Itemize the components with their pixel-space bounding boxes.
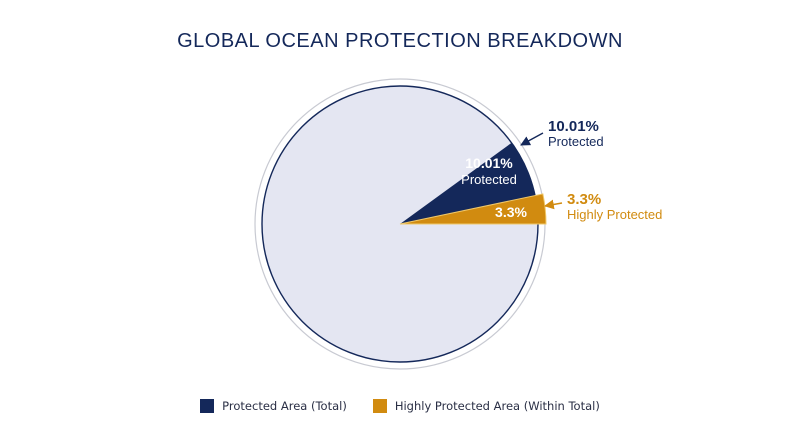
highly-outside-text: Highly Protected bbox=[567, 207, 662, 222]
protected-callout-arrow bbox=[520, 132, 544, 146]
legend-item-protected: Protected Area (Total) bbox=[200, 399, 347, 413]
highly-callout-arrow bbox=[544, 199, 563, 210]
protected-inside-value: 10.01% bbox=[465, 155, 513, 171]
legend-item-highly-protected: Highly Protected Area (Within Total) bbox=[372, 399, 600, 413]
chart-title: GLOBAL OCEAN PROTECTION BREAKDOWN bbox=[177, 30, 623, 52]
legend: Protected Area (Total) Highly Protected … bbox=[0, 399, 800, 413]
legend-swatch-highly-protected bbox=[372, 399, 387, 413]
legend-label-protected: Protected Area (Total) bbox=[222, 399, 347, 413]
protected-inside-text: Protected bbox=[461, 172, 517, 187]
legend-label-highly-protected: Highly Protected Area (Within Total) bbox=[394, 399, 600, 413]
highly-outside-value: 3.3% bbox=[567, 191, 601, 208]
legend-swatch-protected bbox=[200, 399, 215, 413]
protected-outside-text: Protected bbox=[548, 134, 604, 149]
protected-outside-value: 10.01% bbox=[548, 118, 599, 135]
highly-inside-value: 3.3% bbox=[495, 204, 527, 220]
